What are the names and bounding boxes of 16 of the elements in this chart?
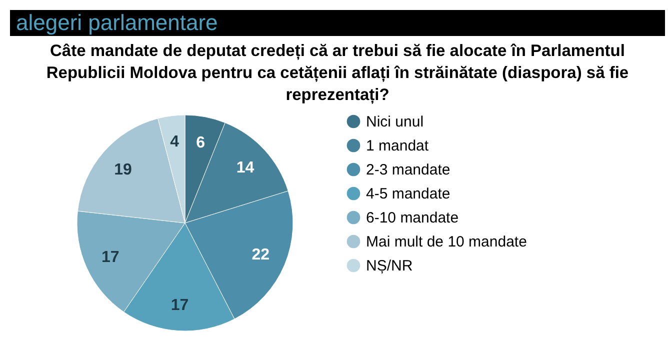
data-label: 17 (170, 296, 189, 314)
data-label: 19 (114, 161, 132, 178)
legend-label: Mai mult de 10 mandate (366, 234, 527, 250)
legend-label: 4-5 mandate (366, 186, 450, 202)
data-label: 4 (170, 134, 180, 151)
data-label: 17 (102, 249, 120, 266)
chart-subtitle: Câte mandate de deputat credeți că ar trebui să fie alocate în Parlamentul Republicii Moldova pentru ca cetățenii aflați în străinătate (diaspora) să fie reprezentați? (45, 41, 630, 106)
legend-label: 1 mandat (366, 138, 430, 154)
data-label: 6 (196, 134, 206, 152)
legend-label: Nici unul (366, 114, 424, 130)
legend-label: 6-10 mandate (366, 210, 459, 226)
data-label: 22 (252, 246, 270, 264)
data-label: 14 (236, 159, 254, 176)
chart-title: alegeri parlamentare (10, 10, 665, 36)
legend-label: NȘ/NR (366, 258, 413, 274)
legend-label: 2-3 mandate (366, 162, 450, 178)
